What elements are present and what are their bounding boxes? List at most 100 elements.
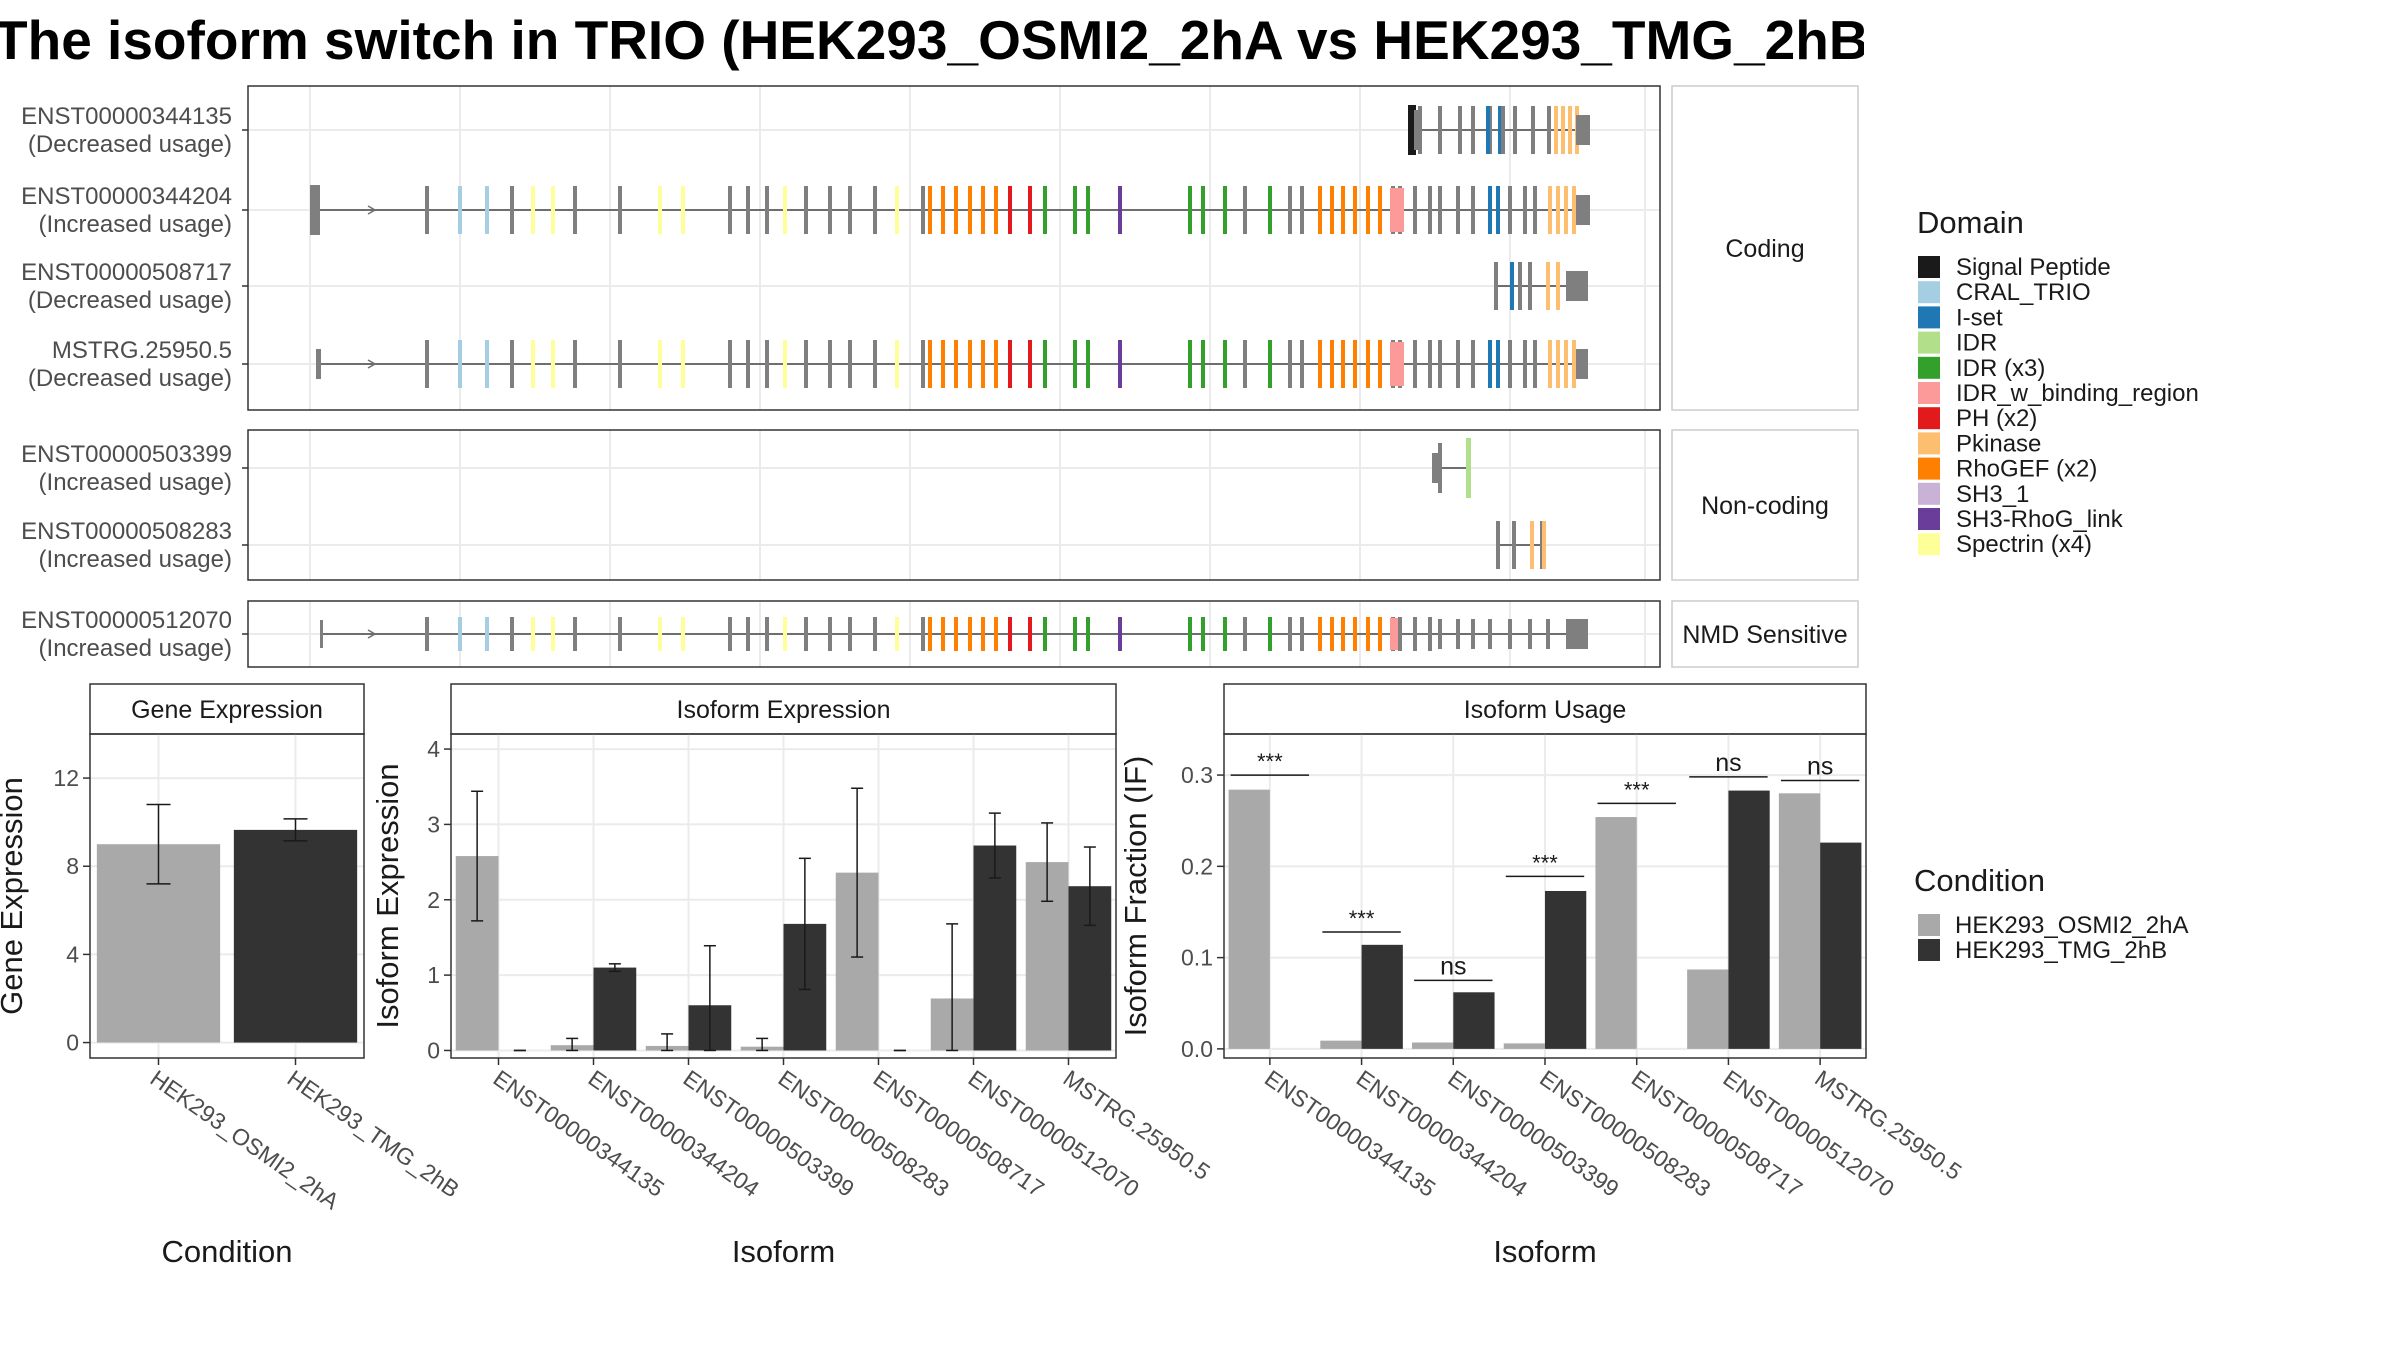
exon (1508, 186, 1512, 234)
exon (1466, 438, 1471, 498)
panel-strip (89, 683, 365, 735)
exon (873, 617, 877, 651)
exon (485, 617, 489, 651)
x-axis-label: Isoform (732, 1234, 835, 1269)
exon (1288, 340, 1292, 388)
domain-legend-key (1918, 457, 1940, 480)
exon (1542, 521, 1546, 569)
exon (1201, 617, 1205, 651)
exon (765, 340, 769, 388)
exon (1353, 617, 1357, 651)
exon (1288, 186, 1292, 234)
facet-strip (1671, 429, 1859, 581)
exon (1086, 617, 1090, 651)
panel-strip-title: Isoform Usage (1464, 696, 1627, 724)
bar (1320, 1040, 1362, 1049)
exon (1330, 186, 1334, 234)
bar (1595, 817, 1637, 1049)
exon (1201, 340, 1205, 388)
facet-strip-label: Coding (1725, 235, 1804, 263)
exon (1496, 521, 1500, 569)
exon-utr (1432, 453, 1440, 483)
exon (981, 340, 985, 388)
exon (1548, 340, 1552, 388)
exon (1223, 186, 1227, 234)
exon (1413, 617, 1417, 651)
exon (510, 340, 514, 388)
y-tick-label: 0.2 (1181, 853, 1213, 879)
exon (895, 340, 899, 388)
exon (1043, 186, 1047, 234)
exon (510, 186, 514, 234)
exon (1086, 186, 1090, 234)
exon-utr (1566, 619, 1588, 649)
bar (1778, 793, 1821, 1049)
exon (765, 186, 769, 234)
condition-legend-label: HEK293_TMG_2hB (1955, 937, 2167, 964)
bar (233, 829, 358, 1043)
exon (1118, 340, 1122, 388)
exon (1486, 106, 1490, 154)
domain-legend-key (1918, 306, 1940, 329)
exon (1508, 619, 1512, 649)
exon (1471, 619, 1475, 649)
bar (593, 967, 637, 1051)
y-axis-label: Isoform Fraction (IF) (1118, 756, 1153, 1037)
exon (848, 617, 852, 651)
exon (425, 186, 429, 234)
exon (1510, 262, 1514, 310)
exon (941, 617, 945, 651)
exon (1073, 617, 1077, 651)
bar (1728, 790, 1770, 1049)
exon (1501, 106, 1505, 154)
domain-legend-key (1918, 382, 1940, 404)
exon (425, 340, 429, 388)
y-axis-label: Gene Expression (0, 777, 29, 1015)
domain-legend-label: Signal Peptide (1956, 254, 2111, 281)
exon-utr (320, 620, 323, 648)
exon (573, 617, 577, 651)
x-tick-label: ENST00000508717 (1627, 1065, 1807, 1202)
y-tick-label: 0.0 (1181, 1036, 1213, 1062)
y-tick-label: 12 (53, 765, 79, 791)
exon (1398, 617, 1402, 651)
exon (573, 186, 577, 234)
structure-facet-border (247, 85, 1661, 411)
exon (968, 617, 972, 651)
domain-legend-label: IDR (x3) (1956, 355, 2045, 382)
exon (1043, 617, 1047, 651)
exon (1073, 340, 1077, 388)
exon (1378, 617, 1382, 651)
y-tick-label: 0.3 (1181, 762, 1213, 788)
exon (1561, 106, 1565, 154)
exon (1243, 617, 1247, 651)
domain-legend-key (1918, 331, 1940, 354)
exon (573, 340, 577, 388)
y-tick-label: 0 (66, 1030, 79, 1056)
y-axis-label: Isoform Expression (370, 763, 405, 1028)
exon (1378, 186, 1382, 234)
exon (1523, 340, 1527, 388)
exon (1390, 342, 1404, 386)
exon (1188, 340, 1192, 388)
exon (1556, 262, 1560, 310)
exon (681, 340, 685, 388)
exon (954, 186, 958, 234)
exon (1413, 186, 1417, 234)
exon (928, 186, 932, 234)
exon (1564, 340, 1568, 388)
exon (895, 186, 899, 234)
facet-strip-label: Non-coding (1701, 492, 1829, 520)
exon (895, 617, 899, 651)
exon (658, 617, 662, 651)
x-axis-label: Isoform (1493, 1234, 1596, 1269)
exon (804, 340, 808, 388)
exon (1438, 186, 1442, 234)
condition-legend-title: Condition (1914, 863, 2045, 898)
exon (1413, 340, 1417, 388)
exon (1408, 105, 1416, 155)
domain-legend-label: Pkinase (1956, 430, 2041, 457)
exon (848, 186, 852, 234)
